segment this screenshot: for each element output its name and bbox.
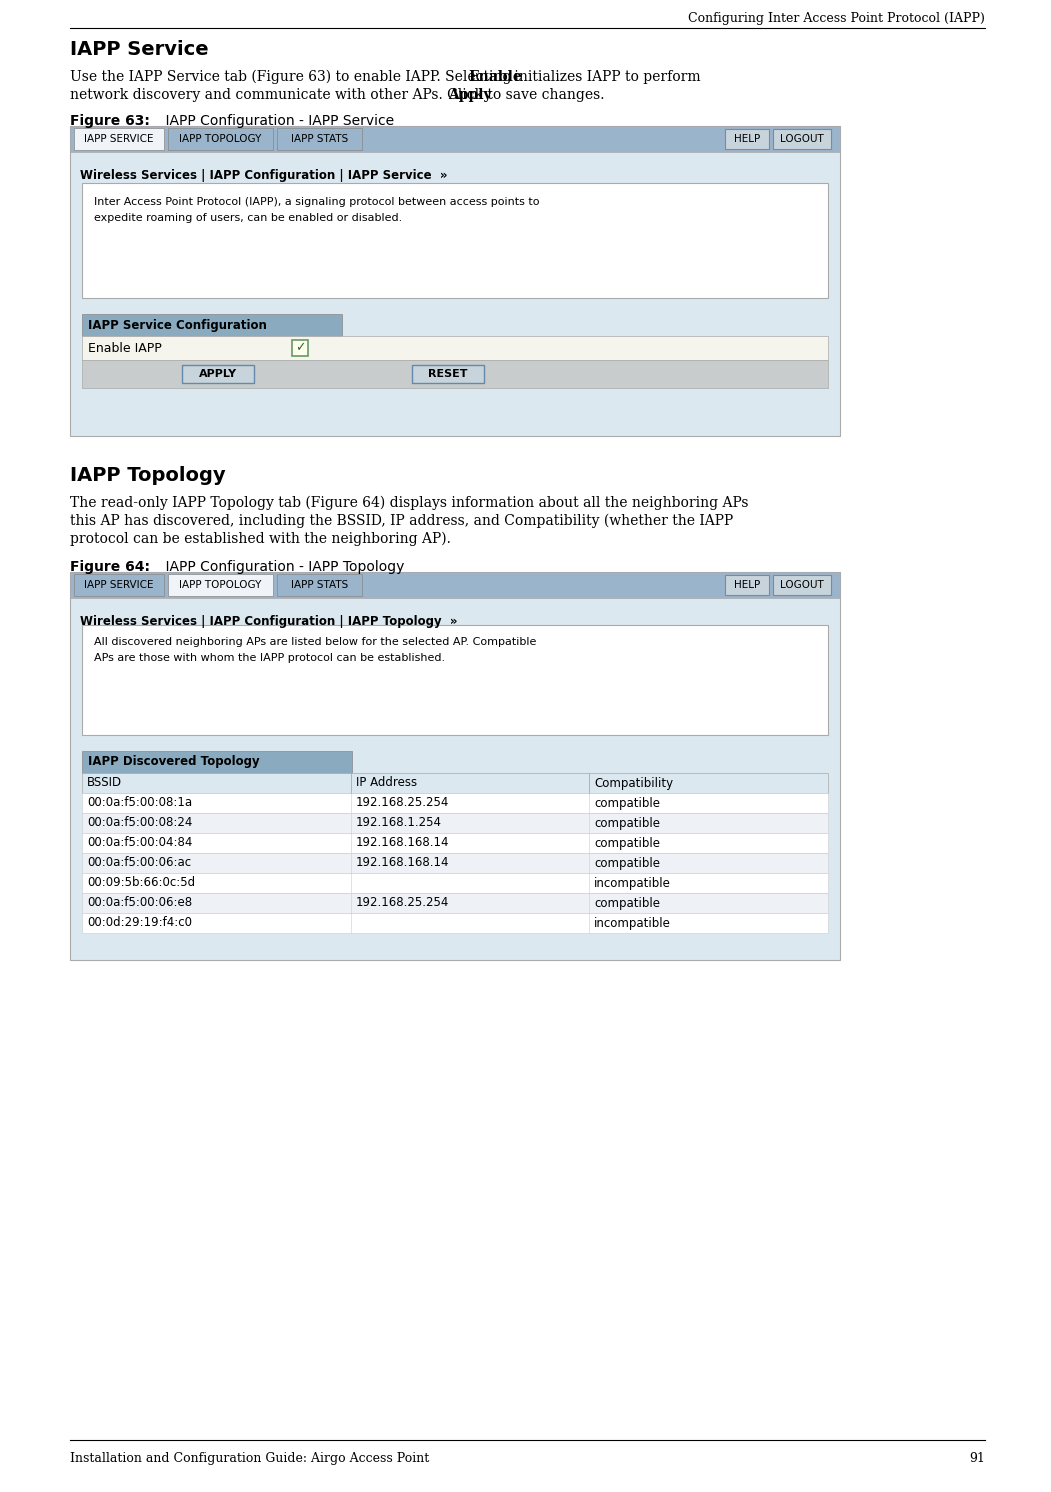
- Bar: [292, 340, 308, 357]
- Text: protocol can be established with the neighboring AP).: protocol can be established with the nei…: [70, 533, 451, 546]
- Bar: [74, 128, 164, 151]
- Bar: [82, 625, 828, 736]
- Bar: [772, 128, 831, 149]
- Bar: [412, 366, 485, 383]
- Text: incompatible: incompatible: [594, 916, 672, 930]
- Text: HELP: HELP: [734, 580, 760, 589]
- Text: 192.168.25.254: 192.168.25.254: [355, 897, 449, 910]
- Text: 00:0a:f5:00:04:84: 00:0a:f5:00:04:84: [87, 837, 192, 849]
- Text: LOGOUT: LOGOUT: [780, 580, 824, 589]
- Bar: [82, 833, 828, 853]
- Text: 00:0a:f5:00:06:ac: 00:0a:f5:00:06:ac: [87, 856, 191, 870]
- Bar: [725, 128, 769, 149]
- Text: IAPP TOPOLOGY: IAPP TOPOLOGY: [180, 580, 262, 589]
- Text: APs are those with whom the IAPP protocol can be established.: APs are those with whom the IAPP protoco…: [94, 653, 446, 662]
- Bar: [168, 574, 273, 595]
- Bar: [70, 125, 840, 436]
- Text: IAPP SERVICE: IAPP SERVICE: [84, 134, 153, 145]
- Text: Figure 64:: Figure 64:: [70, 560, 150, 574]
- Bar: [182, 366, 254, 383]
- Text: IAPP STATS: IAPP STATS: [291, 580, 348, 589]
- Text: 192.168.25.254: 192.168.25.254: [355, 797, 449, 810]
- Bar: [168, 128, 273, 151]
- Bar: [82, 873, 828, 894]
- Text: Enable IAPP: Enable IAPP: [88, 342, 162, 355]
- Bar: [82, 336, 828, 360]
- Bar: [70, 571, 840, 959]
- Bar: [82, 750, 352, 773]
- Bar: [82, 913, 828, 932]
- Text: RESET: RESET: [428, 369, 468, 379]
- Bar: [82, 853, 828, 873]
- Bar: [772, 574, 831, 595]
- Text: LOGOUT: LOGOUT: [780, 134, 824, 145]
- Bar: [82, 360, 828, 388]
- Text: Inter Access Point Protocol (IAPP), a signaling protocol between access points t: Inter Access Point Protocol (IAPP), a si…: [94, 197, 539, 207]
- Text: Enable: Enable: [468, 70, 521, 84]
- Text: compatible: compatible: [594, 816, 660, 830]
- Text: IP Address: IP Address: [355, 776, 416, 789]
- Bar: [82, 794, 828, 813]
- Text: to save changes.: to save changes.: [483, 88, 604, 101]
- Text: HELP: HELP: [734, 134, 760, 145]
- Text: IAPP Service: IAPP Service: [70, 40, 209, 60]
- Text: 91: 91: [969, 1452, 985, 1465]
- Text: compatible: compatible: [594, 797, 660, 810]
- Bar: [725, 574, 769, 595]
- Text: BSSID: BSSID: [87, 776, 122, 789]
- Text: compatible: compatible: [594, 897, 660, 910]
- Bar: [82, 184, 828, 298]
- Text: IAPP Configuration - IAPP Topology: IAPP Configuration - IAPP Topology: [148, 560, 405, 574]
- Text: 192.168.168.14: 192.168.168.14: [355, 837, 449, 849]
- Text: 00:09:5b:66:0c:5d: 00:09:5b:66:0c:5d: [87, 876, 195, 889]
- Text: APPLY: APPLY: [199, 369, 238, 379]
- Text: 00:0d:29:19:f4:c0: 00:0d:29:19:f4:c0: [87, 916, 192, 930]
- Text: this AP has discovered, including the BSSID, IP address, and Compatibility (whet: this AP has discovered, including the BS…: [70, 515, 734, 528]
- Text: IAPP STATS: IAPP STATS: [291, 134, 348, 145]
- Text: Installation and Configuration Guide: Airgo Access Point: Installation and Configuration Guide: Ai…: [70, 1452, 429, 1465]
- Text: Apply: Apply: [448, 88, 492, 101]
- Bar: [277, 574, 362, 595]
- Text: compatible: compatible: [594, 856, 660, 870]
- Text: Wireless Services | IAPP Configuration | IAPP Service  »: Wireless Services | IAPP Configuration |…: [80, 169, 448, 182]
- Text: IAPP TOPOLOGY: IAPP TOPOLOGY: [180, 134, 262, 145]
- Text: The read-only IAPP Topology tab (Figure 64) displays information about all the n: The read-only IAPP Topology tab (Figure …: [70, 495, 748, 510]
- Bar: [70, 125, 840, 152]
- Text: Figure 63:: Figure 63:: [70, 113, 150, 128]
- Text: 192.168.168.14: 192.168.168.14: [355, 856, 449, 870]
- Text: IAPP Configuration - IAPP Service: IAPP Configuration - IAPP Service: [148, 113, 394, 128]
- Text: Compatibility: Compatibility: [594, 776, 674, 789]
- Text: All discovered neighboring APs are listed below for the selected AP. Compatible: All discovered neighboring APs are liste…: [94, 637, 536, 648]
- Text: IAPP Topology: IAPP Topology: [70, 466, 226, 485]
- Text: network discovery and communicate with other APs. Click: network discovery and communicate with o…: [70, 88, 488, 101]
- Bar: [82, 813, 828, 833]
- Text: 192.168.1.254: 192.168.1.254: [355, 816, 441, 830]
- Text: initializes IAPP to perform: initializes IAPP to perform: [510, 70, 701, 84]
- Text: Use the IAPP Service tab (Figure 63) to enable IAPP. Selecting: Use the IAPP Service tab (Figure 63) to …: [70, 70, 516, 85]
- Bar: [74, 574, 164, 595]
- Text: IAPP Service Configuration: IAPP Service Configuration: [88, 318, 267, 331]
- Text: IAPP Discovered Topology: IAPP Discovered Topology: [88, 755, 260, 768]
- Text: Wireless Services | IAPP Configuration | IAPP Topology  »: Wireless Services | IAPP Configuration |…: [80, 615, 457, 628]
- Bar: [277, 128, 362, 151]
- Text: Configuring Inter Access Point Protocol (IAPP): Configuring Inter Access Point Protocol …: [688, 12, 985, 25]
- Text: incompatible: incompatible: [594, 876, 672, 889]
- Text: expedite roaming of users, can be enabled or disabled.: expedite roaming of users, can be enable…: [94, 213, 403, 222]
- Text: 00:0a:f5:00:08:24: 00:0a:f5:00:08:24: [87, 816, 192, 830]
- Text: 00:0a:f5:00:08:1a: 00:0a:f5:00:08:1a: [87, 797, 192, 810]
- Bar: [82, 894, 828, 913]
- Bar: [82, 773, 828, 794]
- Bar: [70, 571, 840, 598]
- Text: compatible: compatible: [594, 837, 660, 849]
- Text: ✓: ✓: [294, 342, 305, 355]
- Text: 00:0a:f5:00:06:e8: 00:0a:f5:00:06:e8: [87, 897, 192, 910]
- Bar: [82, 313, 342, 336]
- Text: IAPP SERVICE: IAPP SERVICE: [84, 580, 153, 589]
